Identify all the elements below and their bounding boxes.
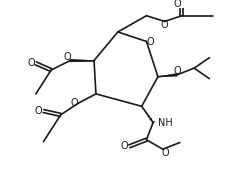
Text: O: O (27, 58, 35, 68)
Text: O: O (146, 37, 153, 47)
Text: O: O (70, 98, 77, 108)
Text: NH: NH (157, 117, 172, 128)
Polygon shape (70, 59, 94, 62)
Text: O: O (172, 0, 180, 9)
Polygon shape (157, 73, 176, 77)
Text: O: O (161, 148, 169, 158)
Text: O: O (160, 20, 168, 30)
Text: O: O (35, 106, 42, 116)
Text: O: O (172, 66, 180, 76)
Text: O: O (63, 52, 71, 62)
Text: O: O (120, 141, 128, 151)
